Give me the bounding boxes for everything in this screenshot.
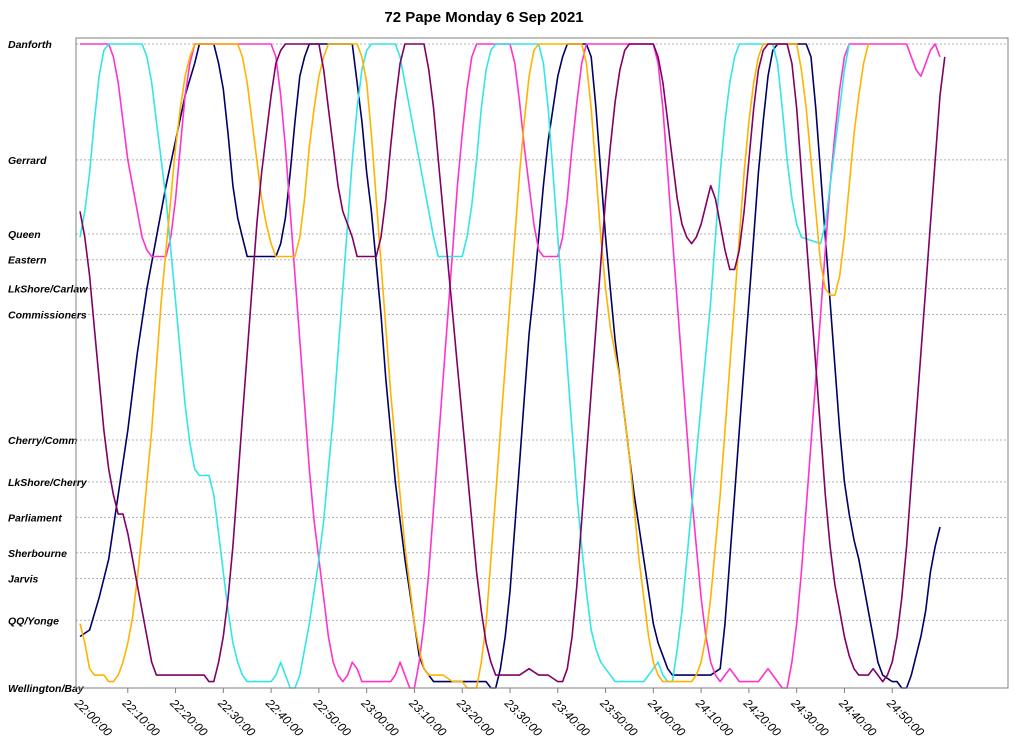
- x-tick-label: 22:00:00: [71, 696, 115, 740]
- plot-frame: [75, 37, 1009, 689]
- x-tick-label: 23:30:00: [501, 696, 545, 740]
- x-tick-label: 24:00:00: [645, 696, 689, 740]
- x-tick-label: 24:10:00: [692, 696, 736, 740]
- stop-label: Gerrard: [8, 155, 47, 167]
- stop-label: LkShore/Cherry: [8, 477, 88, 489]
- series-line-2: [80, 43, 941, 689]
- stop-label: Sherbourne: [8, 548, 67, 560]
- series-layer: [79, 43, 946, 689]
- x-tick-label: 23:40:00: [549, 696, 593, 740]
- x-tick-label: 23:10:00: [406, 696, 450, 740]
- stop-label: LkShore/Carlaw: [8, 284, 88, 296]
- stop-label: Queen: [8, 229, 41, 241]
- stop-label: Danforth: [8, 39, 52, 51]
- x-tick-label: 24:30:00: [788, 696, 832, 740]
- stop-label: Eastern: [8, 255, 47, 267]
- x-tick-label: 22:40:00: [262, 696, 306, 740]
- x-tick-label: 22:10:00: [119, 696, 163, 740]
- x-tick-label: 24:40:00: [836, 696, 880, 740]
- chart-title: 72 Pape Monday 6 Sep 2021: [384, 9, 583, 26]
- x-axis-time-labels: 22:00:00 22:10:00 22:20:00 22:30:00 22:40:00…: [71, 688, 927, 739]
- x-tick-label: 22:50:00: [310, 696, 354, 740]
- x-tick-label: 22:20:00: [167, 696, 211, 740]
- stop-label: Parliament: [8, 512, 62, 524]
- x-tick-label: 23:50:00: [597, 696, 641, 740]
- x-tick-label: 22:30:00: [215, 696, 259, 740]
- stop-label: Wellington/Bay: [8, 683, 85, 695]
- x-tick-label: 23:20:00: [453, 696, 497, 740]
- series-line-1: [79, 43, 941, 689]
- stop-label: Commissioners: [8, 309, 87, 321]
- y-axis-stop-labels: Danforth Gerrard Queen Eastern LkShore/Carla…: [8, 39, 88, 695]
- series-line-5: [79, 43, 946, 683]
- stop-label: Jarvis: [8, 574, 39, 586]
- x-tick-label: 23:00:00: [358, 696, 402, 740]
- grid-layer: [76, 43, 1008, 689]
- x-tick-label: 24:50:00: [883, 696, 927, 740]
- series-line-3: [79, 43, 850, 689]
- stop-label: QQ/Yonge: [8, 615, 59, 627]
- stop-label: Cherry/Comm: [8, 435, 77, 447]
- x-tick-label: 24:20:00: [740, 696, 784, 740]
